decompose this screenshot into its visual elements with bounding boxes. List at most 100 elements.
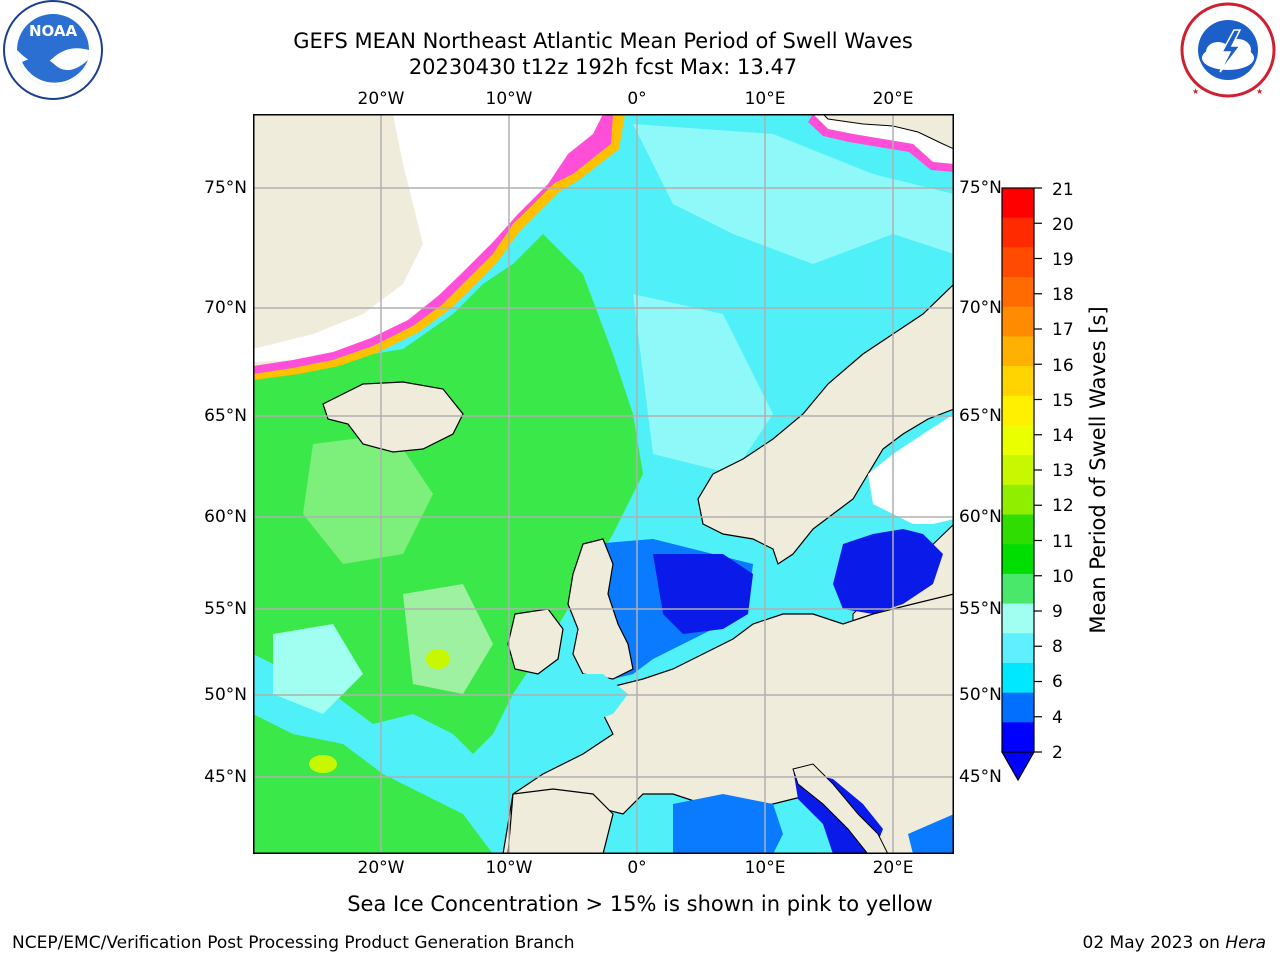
colorbar-segment bbox=[1002, 722, 1034, 753]
mediterranean-west bbox=[673, 794, 783, 854]
lon-label-top-1: 20°W bbox=[357, 89, 405, 109]
map-frame bbox=[253, 114, 954, 854]
graticule bbox=[253, 114, 954, 854]
colorbar-title: Mean Period of Swell Waves [s] bbox=[1086, 306, 1110, 634]
colorbar-segment bbox=[1002, 692, 1034, 723]
colorbar-label-12: 12 bbox=[1052, 496, 1074, 516]
colorbar-segment bbox=[1002, 247, 1034, 278]
footer-date: 02 May 2023 on bbox=[1082, 933, 1226, 953]
lat-label-right-2: 70°N bbox=[959, 298, 1002, 318]
colorbar-segment bbox=[1002, 662, 1034, 694]
lat-label-left-3: 65°N bbox=[204, 406, 247, 426]
noaa-logo-text: NOAA bbox=[29, 22, 78, 40]
lon-label-bottom-2: 10°W bbox=[485, 858, 533, 878]
sea-ice-note: Sea Ice Concentration > 15% is shown in … bbox=[347, 892, 933, 916]
lat-label-left-1: 75°N bbox=[204, 178, 247, 198]
lon-label-bottom-1: 20°W bbox=[357, 858, 405, 878]
lat-label-left-6: 50°N bbox=[204, 685, 247, 705]
swell-period-map bbox=[253, 114, 954, 854]
colorbar-label-21: 21 bbox=[1052, 180, 1074, 200]
yellowgreen-max-1 bbox=[426, 649, 450, 669]
svg-text:★: ★ bbox=[1192, 87, 1199, 96]
lat-label-right-6: 50°N bbox=[959, 685, 1002, 705]
lat-label-left-7: 45°N bbox=[204, 767, 247, 787]
noaa-logo: NOAA bbox=[2, 0, 104, 100]
yellowgreen-max-2 bbox=[309, 755, 337, 773]
lat-label-right-7: 45°N bbox=[959, 767, 1002, 787]
nws-logo: ★ ★ bbox=[1178, 2, 1278, 98]
greenland-white-zone bbox=[253, 114, 603, 362]
north-sea-blue bbox=[653, 554, 753, 634]
colorbar-ticks bbox=[1034, 187, 1042, 753]
colorbar-label-4: 4 bbox=[1052, 708, 1063, 728]
colorbar-label-8: 8 bbox=[1052, 637, 1063, 657]
colorbar-label-16: 16 bbox=[1052, 356, 1074, 376]
lon-label-top-3: 0° bbox=[627, 89, 647, 109]
colorbar-label-6: 6 bbox=[1052, 672, 1063, 692]
footer-left: NCEP/EMC/Verification Post Processing Pr… bbox=[12, 933, 575, 953]
colorbar-segment bbox=[1002, 514, 1034, 545]
colorbar-label-13: 13 bbox=[1052, 461, 1074, 481]
colorbar-segment bbox=[1002, 603, 1034, 634]
lon-label-top-4: 10°E bbox=[744, 89, 786, 109]
ocean-lightcyan-central bbox=[633, 294, 773, 474]
ocean-green-southwest bbox=[253, 714, 493, 854]
colorbar-extend-arrow bbox=[1000, 751, 1036, 782]
lon-label-top-5: 20°E bbox=[872, 89, 914, 109]
footer-right: 02 May 2023 on Hera bbox=[1083, 933, 1267, 953]
colorbar-segment bbox=[1002, 633, 1034, 664]
lat-label-right-5: 55°N bbox=[959, 599, 1002, 619]
colorbar-segment bbox=[1002, 544, 1034, 575]
colorbar-label-20: 20 bbox=[1052, 215, 1074, 235]
colorbar-segment bbox=[1002, 425, 1034, 456]
colorbar-segment bbox=[1002, 336, 1034, 367]
ocean-lightgreen-1 bbox=[303, 434, 433, 564]
colorbar-label-17: 17 bbox=[1052, 320, 1074, 340]
iceland-land bbox=[322, 381, 464, 453]
lat-label-right-1: 75°N bbox=[959, 178, 1002, 198]
colorbar-segment bbox=[1002, 217, 1034, 248]
colorbar-label-19: 19 bbox=[1052, 250, 1074, 270]
lat-label-right-3: 65°N bbox=[959, 406, 1002, 426]
footer-host: Hera bbox=[1225, 933, 1266, 953]
svalbard-land bbox=[822, 114, 954, 150]
colorbar-segment bbox=[1002, 455, 1034, 486]
colorbar bbox=[1000, 187, 1042, 782]
svg-text:★: ★ bbox=[1256, 87, 1263, 96]
ocean-lightcyan-north bbox=[633, 124, 954, 264]
lon-label-bottom-4: 10°E bbox=[744, 858, 786, 878]
colorbar-segment bbox=[1002, 395, 1034, 426]
colorbar-segment bbox=[1002, 573, 1034, 605]
colorbar-label-9: 9 bbox=[1052, 602, 1063, 622]
lat-label-left-2: 70°N bbox=[204, 298, 247, 318]
lat-label-right-4: 60°N bbox=[959, 507, 1002, 527]
ocean-aqua-patch bbox=[273, 624, 363, 714]
colorbar-segment bbox=[1002, 484, 1034, 516]
ocean-lightgreen-2 bbox=[403, 584, 493, 694]
chart-subtitle: 20230430 t12z 192h fcst Max: 13.47 bbox=[408, 55, 798, 79]
chart-title: GEFS MEAN Northeast Atlantic Mean Period… bbox=[293, 29, 913, 53]
colorbar-label-18: 18 bbox=[1052, 285, 1074, 305]
colorbar-label-15: 15 bbox=[1052, 391, 1074, 411]
colorbar-segment bbox=[1002, 277, 1034, 308]
lat-label-left-5: 55°N bbox=[204, 599, 247, 619]
lon-label-top-2: 10°W bbox=[485, 89, 533, 109]
colorbar-segment bbox=[1002, 306, 1034, 337]
lon-label-bottom-5: 20°E bbox=[872, 858, 914, 878]
colorbar-segment bbox=[1002, 366, 1034, 397]
colorbar-segment bbox=[1002, 188, 1034, 219]
lat-label-left-4: 60°N bbox=[204, 507, 247, 527]
iberia-land bbox=[507, 788, 614, 854]
colorbar-segments bbox=[1002, 188, 1034, 753]
scandinavia-land bbox=[697, 283, 954, 565]
ionian-sea bbox=[908, 814, 954, 854]
colorbar-label-10: 10 bbox=[1052, 567, 1074, 587]
gulf-of-bothnia-white bbox=[868, 414, 954, 524]
colorbar-label-14: 14 bbox=[1052, 426, 1074, 446]
lon-label-bottom-3: 0° bbox=[627, 858, 647, 878]
sea-ice-edge-svalbard bbox=[808, 114, 954, 172]
baltic-sea-blue bbox=[833, 529, 943, 614]
colorbar-label-2: 2 bbox=[1052, 743, 1063, 763]
english-channel bbox=[553, 674, 628, 724]
colorbar-label-11: 11 bbox=[1052, 532, 1074, 552]
